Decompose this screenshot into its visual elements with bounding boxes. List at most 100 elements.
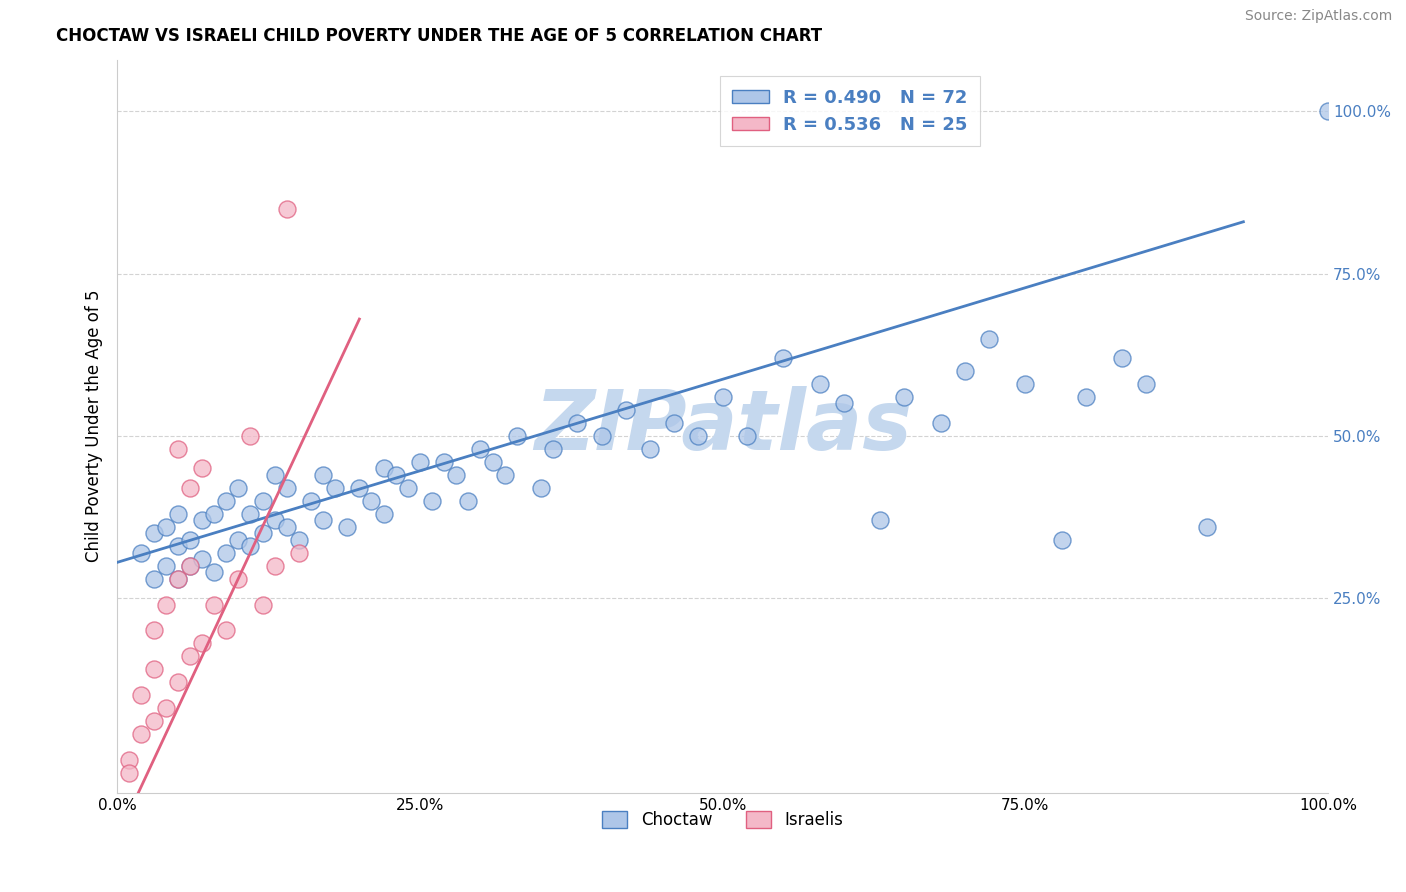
Point — [166, 572, 188, 586]
Text: ZIPatlas: ZIPatlas — [534, 385, 911, 467]
Point — [977, 332, 1000, 346]
Point — [142, 662, 165, 676]
Point — [142, 714, 165, 729]
Point — [396, 481, 419, 495]
Point — [239, 507, 262, 521]
Point — [711, 390, 734, 404]
Point — [179, 649, 201, 664]
Point — [312, 513, 335, 527]
Point — [288, 546, 311, 560]
Point — [953, 364, 976, 378]
Point — [869, 513, 891, 527]
Point — [1317, 104, 1340, 119]
Point — [457, 493, 479, 508]
Point — [481, 455, 503, 469]
Point — [263, 558, 285, 573]
Legend: Choctaw, Israelis: Choctaw, Israelis — [596, 804, 849, 836]
Point — [470, 442, 492, 456]
Point — [276, 519, 298, 533]
Point — [1050, 533, 1073, 547]
Point — [215, 546, 238, 560]
Point — [131, 727, 153, 741]
Point — [373, 461, 395, 475]
Point — [323, 481, 346, 495]
Point — [215, 493, 238, 508]
Point — [276, 481, 298, 495]
Point — [591, 429, 613, 443]
Point — [202, 565, 225, 579]
Point — [179, 533, 201, 547]
Point — [179, 481, 201, 495]
Point — [772, 351, 794, 365]
Point — [252, 526, 274, 541]
Point — [155, 558, 177, 573]
Point — [409, 455, 432, 469]
Point — [166, 572, 188, 586]
Point — [202, 507, 225, 521]
Point — [688, 429, 710, 443]
Point — [155, 701, 177, 715]
Point — [541, 442, 564, 456]
Point — [1074, 390, 1097, 404]
Point — [373, 507, 395, 521]
Point — [1195, 519, 1218, 533]
Point — [166, 675, 188, 690]
Point — [494, 467, 516, 482]
Point — [288, 533, 311, 547]
Point — [349, 481, 371, 495]
Point — [893, 390, 915, 404]
Point — [530, 481, 553, 495]
Point — [276, 202, 298, 216]
Point — [166, 442, 188, 456]
Point — [664, 416, 686, 430]
Point — [808, 376, 831, 391]
Point — [336, 519, 359, 533]
Point — [638, 442, 661, 456]
Point — [131, 546, 153, 560]
Point — [735, 429, 758, 443]
Point — [239, 539, 262, 553]
Point — [118, 753, 141, 767]
Point — [420, 493, 443, 508]
Point — [166, 507, 188, 521]
Point — [1014, 376, 1036, 391]
Point — [215, 624, 238, 638]
Point — [142, 572, 165, 586]
Point — [226, 481, 249, 495]
Point — [239, 429, 262, 443]
Point — [299, 493, 322, 508]
Point — [263, 513, 285, 527]
Point — [1111, 351, 1133, 365]
Point — [166, 539, 188, 553]
Point — [384, 467, 406, 482]
Point — [929, 416, 952, 430]
Point — [252, 493, 274, 508]
Point — [191, 636, 214, 650]
Point — [433, 455, 456, 469]
Point — [155, 598, 177, 612]
Point — [142, 526, 165, 541]
Point — [191, 461, 214, 475]
Point — [131, 689, 153, 703]
Point — [446, 467, 468, 482]
Point — [252, 598, 274, 612]
Point — [179, 558, 201, 573]
Y-axis label: Child Poverty Under the Age of 5: Child Poverty Under the Age of 5 — [86, 290, 103, 562]
Text: Source: ZipAtlas.com: Source: ZipAtlas.com — [1244, 9, 1392, 23]
Point — [155, 519, 177, 533]
Point — [312, 467, 335, 482]
Point — [263, 467, 285, 482]
Point — [191, 513, 214, 527]
Point — [226, 533, 249, 547]
Point — [191, 552, 214, 566]
Point — [226, 572, 249, 586]
Point — [202, 598, 225, 612]
Point — [567, 416, 589, 430]
Point — [506, 429, 529, 443]
Text: CHOCTAW VS ISRAELI CHILD POVERTY UNDER THE AGE OF 5 CORRELATION CHART: CHOCTAW VS ISRAELI CHILD POVERTY UNDER T… — [56, 27, 823, 45]
Point — [832, 396, 855, 410]
Point — [1135, 376, 1157, 391]
Point — [614, 403, 637, 417]
Point — [179, 558, 201, 573]
Point — [142, 624, 165, 638]
